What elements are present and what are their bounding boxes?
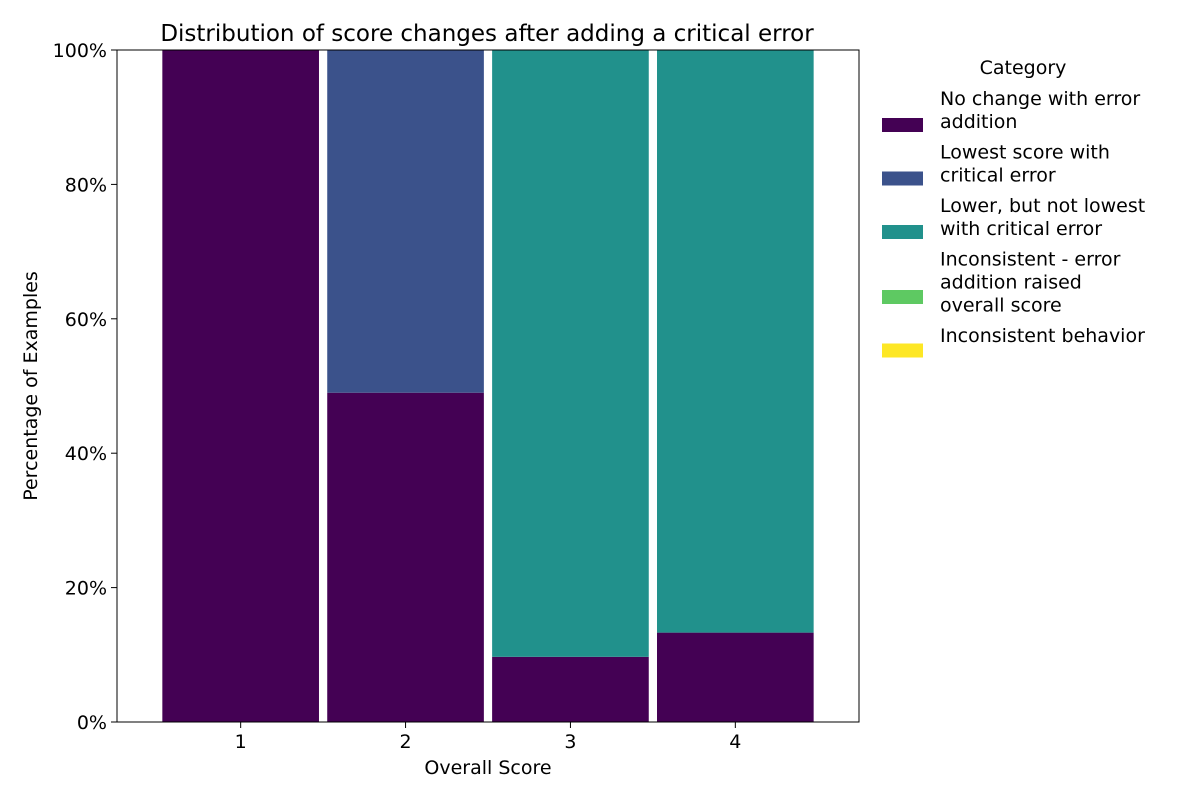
x-tick-label: 4	[729, 731, 741, 753]
legend-item-1: No change with error addition	[882, 88, 1140, 133]
y-axis-label: Percentage of Examples	[20, 271, 42, 501]
plot-frame	[116, 49, 860, 723]
legend-item-3: Lower, but not lowest with critical error	[882, 195, 1145, 240]
y-tick-label: 40%	[65, 443, 107, 465]
bar-segment-1-series-1	[162, 50, 319, 722]
x-axis: 1 2 3 4	[235, 722, 741, 753]
x-tick-label: 2	[400, 731, 412, 753]
legend-swatch	[882, 290, 923, 304]
bar-segment-2-series-2	[327, 50, 484, 393]
bar-segment-2-series-1	[327, 392, 484, 722]
legend-swatch	[882, 171, 923, 186]
legend-item-2: Lowest score with critical error	[882, 142, 1110, 187]
x-tick-label: 3	[564, 731, 576, 753]
y-tick-label: 80%	[65, 174, 107, 196]
bars-layer	[162, 50, 814, 722]
bar-segment-3-series-1	[492, 656, 649, 722]
legend-item-5: Inconsistent behavior	[882, 325, 1145, 358]
legend-swatch	[882, 343, 923, 358]
legend-title: Category	[980, 57, 1067, 79]
chart-title: Distribution of score changes after addi…	[160, 21, 814, 47]
legend-label: Inconsistent behavior	[940, 325, 1145, 347]
legend-items: No change with error addition Lowest score…	[882, 88, 1145, 358]
x-tick-label: 1	[235, 731, 247, 753]
y-tick-label: 100%	[53, 40, 107, 62]
legend-label: No change with error addition	[940, 88, 1140, 133]
legend: Category No change with error addition Low…	[882, 57, 1145, 358]
legend-label: Lower, but not lowest with critical error	[940, 195, 1145, 240]
bar-segment-4-series-3	[657, 50, 814, 633]
y-tick-label: 20%	[65, 578, 107, 600]
y-axis: 0% 20% 40% 60% 80% 100%	[53, 40, 117, 734]
y-tick-label: 60%	[65, 309, 107, 331]
y-tick-label: 0%	[77, 712, 107, 734]
legend-item-4: Inconsistent - error addition raised overa…	[882, 249, 1121, 317]
legend-label: Lowest score with critical error	[940, 142, 1110, 187]
bar-segment-3-series-3	[492, 50, 649, 657]
bar-segment-4-series-1	[657, 632, 814, 722]
legend-label: Inconsistent - error addition raised overa…	[940, 249, 1121, 317]
legend-swatch	[882, 225, 923, 239]
legend-swatch	[882, 118, 923, 132]
x-axis-label: Overall Score	[424, 757, 551, 779]
